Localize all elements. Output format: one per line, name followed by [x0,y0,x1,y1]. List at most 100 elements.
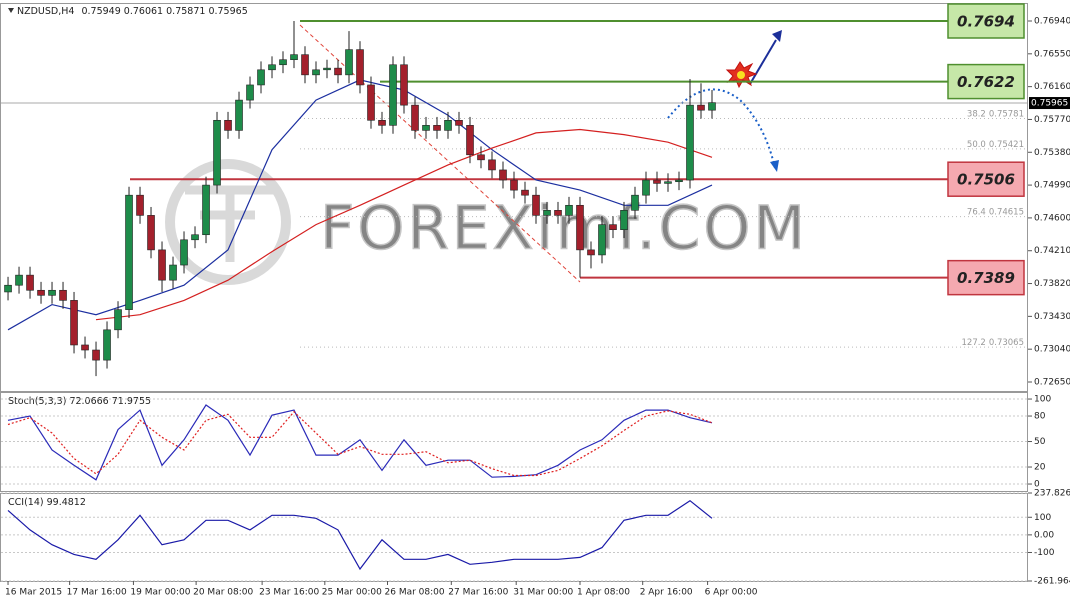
y-tick-label: 80 [1034,412,1046,422]
candle-body [389,64,397,126]
x-tick-label: 2 Apr 16:00 [640,588,693,598]
candle-body [312,69,320,76]
y-tick-label: 0.75770 [1034,115,1070,125]
fibo-label: 50.0 0.75421 [967,139,1024,149]
symbol-menu-icon [8,8,14,13]
candle-body [301,54,309,76]
x-tick-label: 20 Mar 08:00 [193,588,253,598]
candle-body [422,125,430,131]
y-tick-label: 100 [1034,513,1051,523]
candle-body [356,49,364,86]
candle-body [213,119,221,186]
candle-body [180,239,188,266]
candle-body [708,102,716,111]
fibo-price: 0.74615 [989,207,1024,217]
indicator-name: Stoch(5,3,3) [8,396,66,407]
y-tick-label: 237.8269 [1034,489,1070,499]
candle-body [26,274,34,291]
breakout-burst-core [737,71,745,79]
fibo-price: 0.75781 [989,109,1024,119]
projection-curve [667,88,776,169]
candle-body [609,224,617,230]
fibo-label: 127.2 0.73065 [962,338,1025,348]
breakout-arrow [749,39,777,85]
candle-body [147,215,155,251]
level-box [947,3,1025,39]
y-tick-label: 0.72650 [1034,377,1070,387]
candle-body [631,194,639,211]
fibo-level: 76.4 [967,207,986,217]
fibo-level: 127.2 [962,338,986,348]
indicator-line [7,499,713,571]
candle-body [642,179,650,196]
projection-arrowhead [770,160,779,172]
candle-body [92,349,100,361]
candle-body [565,204,573,216]
candle-body [114,309,122,331]
quote-open: 0.75949 [81,6,120,17]
candle-body [290,54,298,61]
level-box [947,259,1025,296]
watermark-text: FOREXimf.COM [320,194,805,264]
indicator-value: 71.9755 [112,396,151,407]
y-tick-label: 0 [1034,480,1040,490]
candle-body [345,49,353,76]
candle-body [136,194,144,216]
fibo-label: 38.2 0.75781 [967,109,1024,119]
candle-body [279,59,287,66]
y-tick-label: 20 [1034,463,1046,473]
quote-high: 0.76061 [124,6,163,17]
watermark: FOREXimf.COM [165,159,806,285]
candle-body [653,179,661,184]
quote-close: 0.75965 [208,6,247,17]
candle-body [169,264,177,281]
cci-header: CCI(14) 99.4812 [8,497,86,508]
indicator-line [7,410,713,477]
level-label: 0.7506 [957,171,1015,189]
candle-body [620,210,628,230]
candle-body [466,125,474,156]
candle-body [158,249,166,281]
fibo-level: 38.2 [967,109,986,119]
candle-body [334,67,342,76]
candle-body [59,289,67,301]
y-tick-label: 0.00 [1034,530,1054,540]
level-box [947,161,1025,197]
y-tick-label: -100 [1034,548,1055,558]
candle-body [323,67,331,71]
candle-body [235,99,243,131]
candle-body [191,234,199,241]
level-label: 0.7389 [957,269,1015,287]
candle-body [367,84,375,121]
level-label: 0.7694 [957,12,1015,30]
y-tick-label: 0.74210 [1034,246,1070,256]
candle-body [268,64,276,71]
candle-body [510,179,518,191]
x-tick-label: 31 Mar 00:00 [513,588,573,598]
cci-panel [0,493,1028,582]
candle-body [488,159,496,171]
indicator-value: 72.0666 [69,396,108,407]
last-price-tag [1029,97,1070,110]
candle-body [70,300,78,346]
candle-body [477,154,485,161]
candle-body [532,194,540,216]
level-box [947,63,1025,100]
stoch-header: Stoch(5,3,3) 72.0666 71.9755 [8,396,151,407]
indicator-value: 99.4812 [47,497,86,508]
candle-body [664,181,672,184]
candle-body [433,125,441,131]
fibo-price: 0.75421 [989,139,1024,149]
y-tick-label: 0.76940 [1034,16,1070,26]
candle-body [587,249,595,256]
chart-header: NZDUSD,H4 0.75949 0.76061 0.75871 0.7596… [17,6,248,17]
y-tick-label: 50 [1034,437,1046,447]
y-tick-label: 0.73040 [1034,345,1070,355]
last-price-label: 0.75965 [1031,99,1068,109]
quote-low: 0.75871 [166,6,205,17]
x-tick-label: 17 Mar 16:00 [67,588,127,598]
symbol: NZDUSD,H4 [17,6,74,17]
candle-body [4,284,12,293]
level-label: 0.7622 [957,73,1015,91]
candle-body [246,84,254,101]
